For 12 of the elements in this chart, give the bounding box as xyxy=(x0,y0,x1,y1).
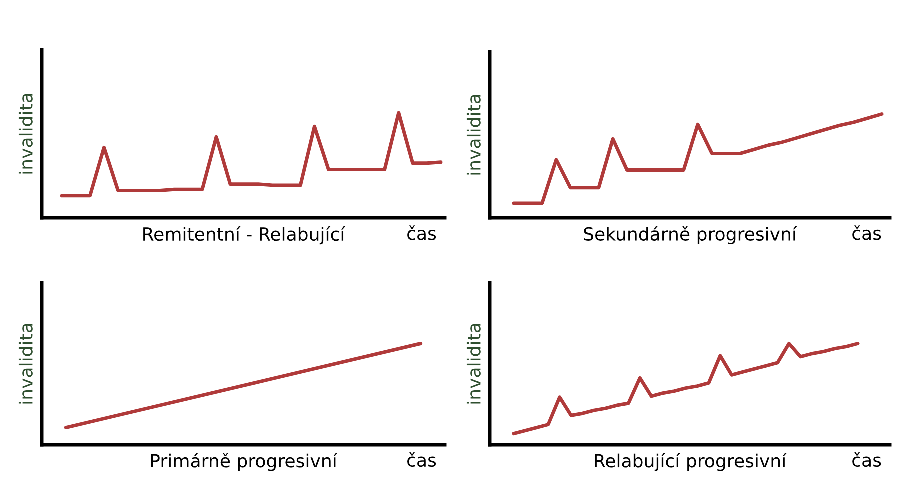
text: Relabující progresivní xyxy=(595,453,788,472)
x-axis-title: čas xyxy=(408,226,436,240)
y-axis-title: invalidita xyxy=(18,94,33,174)
text: Sekundárně progresivní xyxy=(584,226,798,244)
y-axis-title: invalidita xyxy=(18,324,33,404)
y-axis-title: invalidita xyxy=(466,95,481,175)
x-axis-title: čas xyxy=(852,226,882,240)
y-axis-title: invalidita xyxy=(466,324,481,404)
text: Primárně progresivní xyxy=(151,453,338,472)
text: Remitentní - Relabující xyxy=(144,226,346,245)
x-axis-title: čas xyxy=(408,452,436,468)
x-axis-title: čas xyxy=(852,452,882,468)
